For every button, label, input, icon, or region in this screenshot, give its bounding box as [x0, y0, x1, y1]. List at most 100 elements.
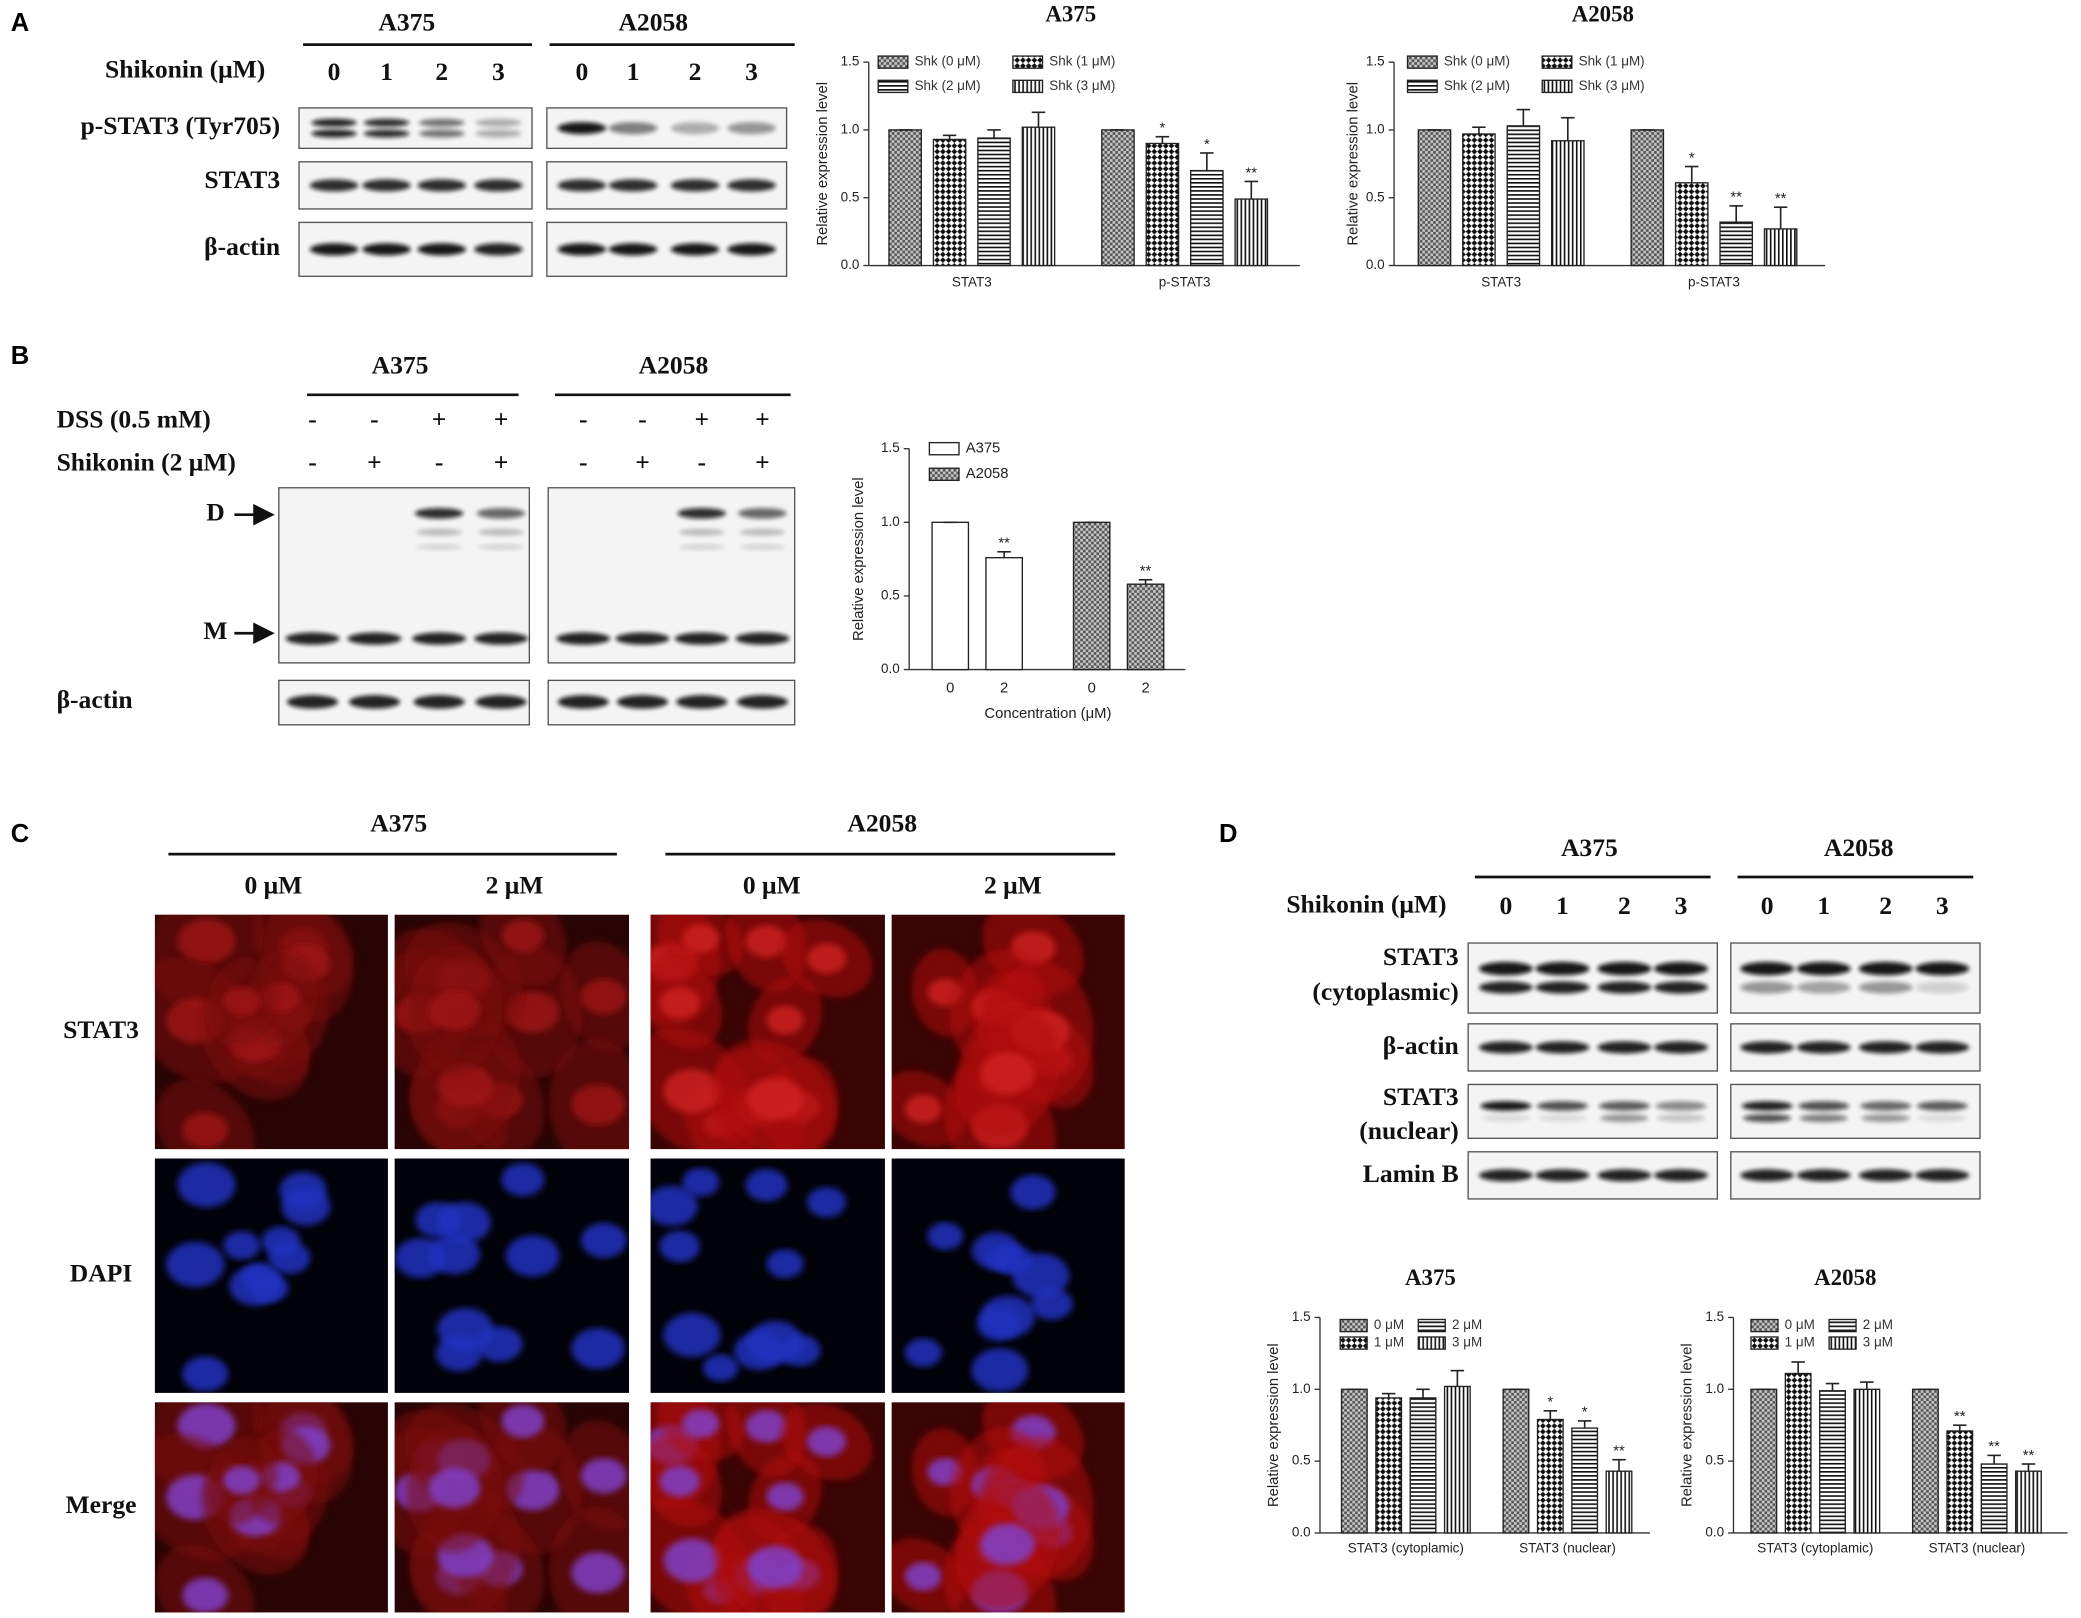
cell-nucleus	[745, 1410, 788, 1443]
blot-band	[1535, 981, 1590, 994]
blot-band	[608, 179, 658, 192]
error-bar	[1987, 1454, 2001, 1465]
bar	[1145, 142, 1180, 267]
blot-band	[1858, 1041, 1913, 1054]
cell-nucleus	[437, 1064, 494, 1108]
blot-band	[362, 243, 411, 256]
cell-nucleus	[166, 1241, 225, 1287]
significance-label: **	[1140, 564, 1152, 580]
blot-band	[286, 695, 339, 709]
blot-band	[418, 129, 465, 138]
cells	[154, 1402, 354, 1613]
significance-label: *	[1689, 150, 1695, 166]
blot-band	[739, 544, 786, 550]
blot-band	[416, 528, 462, 536]
y-tick-label: 1.5	[881, 440, 900, 455]
cell-nucleus	[501, 1404, 545, 1438]
legend-label: 1 μM	[1785, 1335, 1815, 1350]
blot-band	[1481, 1114, 1531, 1123]
legend-label: Shk (3 μM)	[1049, 78, 1115, 93]
bar	[1980, 1463, 2008, 1534]
blot-band	[670, 122, 720, 135]
bar	[932, 138, 967, 267]
cell-nucleus	[745, 925, 788, 958]
x-tick-label: p-STAT3	[1159, 275, 1211, 290]
significance-label: *	[1160, 121, 1166, 137]
error-bar	[1516, 108, 1531, 126]
blot-frame	[1467, 1083, 1719, 1139]
error-bar	[1244, 180, 1259, 200]
y-tick-label: 1.0	[881, 514, 900, 529]
y-axis-title: Relative expression level	[851, 477, 867, 641]
y-tick-label: 0.0	[1292, 1525, 1311, 1540]
error-bar	[1791, 1361, 1805, 1374]
legend-label: 3 μM	[1452, 1335, 1482, 1350]
blot-band	[677, 507, 726, 519]
blot-band	[1654, 1169, 1708, 1182]
sign-label: -	[579, 405, 588, 434]
row-label: β-actin	[1383, 1031, 1459, 1060]
cell-nucleus	[980, 1295, 1035, 1338]
blot-band	[1799, 1114, 1848, 1123]
legend-label: Shk (0 μM)	[915, 54, 981, 69]
cell-nucleus	[571, 1084, 625, 1126]
bar	[1571, 1427, 1599, 1534]
blot-frame	[1730, 1083, 1981, 1139]
panel-label: D	[1219, 820, 1237, 848]
chart-title: A2058	[1814, 1265, 1876, 1290]
micrograph	[650, 1158, 885, 1393]
y-axis-title: Relative expression level	[815, 82, 831, 246]
error-bar	[1543, 1410, 1558, 1420]
legend-swatch	[1417, 1318, 1446, 1333]
blot-band	[1858, 1169, 1913, 1182]
chart-title: A375	[1405, 1265, 1456, 1290]
dose-label: 2 μM	[486, 871, 544, 900]
blot-band	[1916, 1101, 1968, 1111]
y-axis-title: Relative expression level	[1680, 1343, 1696, 1507]
blot-band	[608, 243, 658, 256]
row-label: DAPI	[70, 1259, 133, 1288]
blot-band	[1918, 1114, 1967, 1123]
blot-band	[417, 243, 467, 256]
blot-band	[362, 179, 411, 192]
blot-band	[416, 544, 462, 550]
blot-band	[1740, 1041, 1795, 1054]
y-tick-label: 1.0	[1705, 1381, 1724, 1396]
micrograph	[154, 1402, 388, 1613]
bar	[1853, 1388, 1881, 1534]
blot-band	[1654, 981, 1708, 994]
legend-swatch	[928, 467, 960, 482]
bar	[1784, 1372, 1812, 1534]
blot-band	[418, 118, 465, 127]
sign-label: -	[697, 448, 706, 477]
cell-nucleus	[571, 1328, 625, 1370]
legend-swatch	[1828, 1318, 1857, 1333]
legend-label: A2058	[966, 466, 1009, 482]
blot-band	[311, 118, 357, 127]
bar	[1819, 1390, 1846, 1534]
bar	[1719, 221, 1754, 267]
cell-nucleus	[505, 1235, 560, 1277]
error-bar	[1138, 578, 1153, 585]
cell-nucleus	[904, 1338, 942, 1367]
blot-band	[285, 632, 340, 645]
cell-nucleus	[182, 1577, 229, 1613]
blot-band	[1600, 1114, 1649, 1123]
legend-label: Shk (2 μM)	[915, 78, 981, 93]
cell-nucleus	[571, 1552, 625, 1594]
cells	[166, 1162, 331, 1392]
cells	[891, 1402, 1094, 1613]
error-bar	[2021, 1463, 2036, 1472]
blot-band	[1597, 1041, 1652, 1054]
dose-label: 0	[575, 57, 588, 86]
cell-nucleus	[223, 1231, 261, 1260]
y-tick-label: 1.0	[841, 121, 860, 136]
dose-label: 1	[1817, 891, 1830, 920]
error-bar	[1773, 206, 1788, 229]
blot-band	[478, 544, 524, 550]
blot-band	[1656, 1114, 1706, 1123]
sign-label: +	[494, 448, 509, 477]
cell-line-label: A375	[372, 351, 429, 380]
error-bar	[1612, 1458, 1626, 1472]
cell-nucleus	[927, 1222, 964, 1250]
